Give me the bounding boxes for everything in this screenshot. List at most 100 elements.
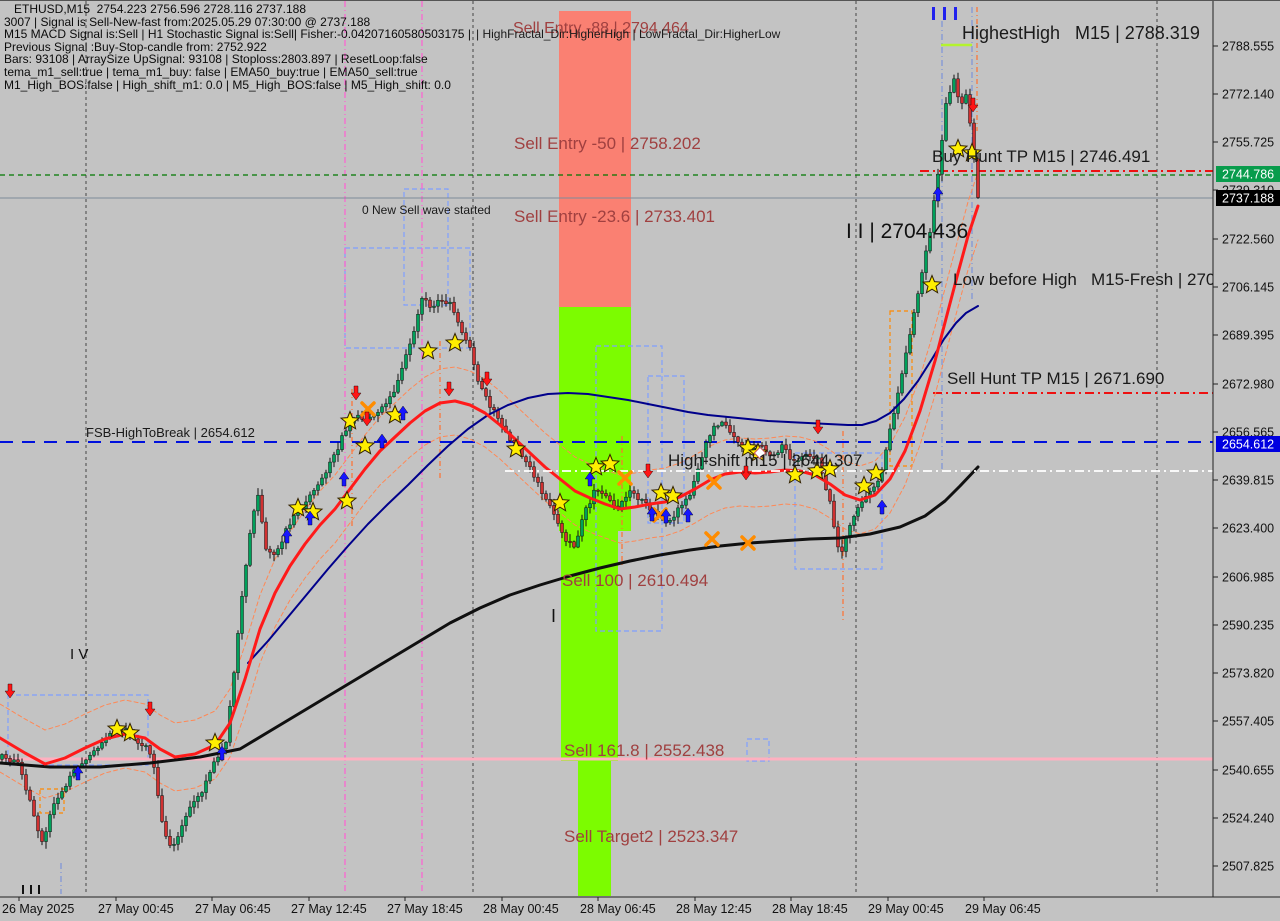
- candle: [644, 499, 648, 503]
- wave-tick-icon: [22, 885, 24, 894]
- price-axis-label[interactable]: 2540.655: [1222, 764, 1274, 778]
- price-axis-label[interactable]: 2524.240: [1222, 812, 1274, 826]
- candle: [56, 797, 60, 804]
- star-icon: [650, 482, 672, 502]
- price-axis-label[interactable]: 2672.980: [1222, 378, 1274, 392]
- time-axis-label[interactable]: 27 May 06:45: [195, 902, 271, 916]
- price-axis-label[interactable]: 2557.405: [1222, 715, 1274, 729]
- star-icon: [106, 718, 128, 738]
- candle: [856, 507, 860, 517]
- up-arrow-icon: [304, 510, 316, 526]
- candle: [212, 761, 216, 773]
- time-axis-label[interactable]: 26 May 2025: [2, 902, 74, 916]
- candle: [416, 314, 420, 332]
- candle: [948, 92, 952, 104]
- candle: [168, 836, 172, 846]
- candle: [724, 421, 728, 426]
- candle: [256, 494, 260, 512]
- candle: [596, 489, 600, 492]
- time-axis-label[interactable]: 27 May 12:45: [291, 902, 367, 916]
- down-arrow-icon: [361, 411, 373, 427]
- candle: [428, 299, 432, 308]
- candle: [840, 546, 844, 552]
- candle: [392, 391, 396, 397]
- candle: [772, 454, 776, 457]
- star-icon: [585, 456, 607, 476]
- star-icon: [336, 490, 358, 510]
- signal-band: [578, 761, 611, 896]
- candle: [872, 486, 876, 492]
- up-arrow-icon: [216, 745, 228, 761]
- candle: [488, 396, 492, 408]
- candle: [528, 461, 532, 468]
- candle: [556, 514, 560, 524]
- candle: [164, 821, 168, 837]
- candle: [436, 299, 440, 307]
- star-icon: [961, 142, 983, 162]
- range-box: [746, 738, 770, 762]
- candle: [788, 449, 792, 460]
- price-axis-label[interactable]: 2706.145: [1222, 281, 1274, 295]
- down-arrow-icon: [967, 97, 979, 113]
- signal-band: [559, 11, 631, 307]
- up-arrow-icon: [932, 186, 944, 202]
- time-axis-label[interactable]: 28 May 12:45: [676, 902, 752, 916]
- star-icon: [865, 462, 887, 482]
- price-badge: [1216, 436, 1280, 452]
- candle: [952, 78, 956, 93]
- price-axis-label[interactable]: 2623.400: [1222, 522, 1274, 536]
- candle: [288, 524, 292, 529]
- star-icon: [921, 274, 943, 294]
- time-axis-label[interactable]: 29 May 00:45: [868, 902, 944, 916]
- price-axis-label[interactable]: 2507.825: [1222, 860, 1274, 874]
- star-icon: [119, 722, 141, 742]
- time-axis-label[interactable]: 28 May 06:45: [580, 902, 656, 916]
- ma-slow-blue: [247, 305, 979, 664]
- time-axis-label[interactable]: 28 May 00:45: [483, 902, 559, 916]
- candle: [916, 293, 920, 313]
- candle: [64, 786, 68, 792]
- candle: [524, 456, 528, 463]
- star-icon: [819, 458, 841, 478]
- time-axis-label[interactable]: 28 May 18:45: [772, 902, 848, 916]
- candle: [928, 232, 932, 252]
- price-axis-label[interactable]: 2722.560: [1222, 233, 1274, 247]
- candle: [600, 490, 604, 494]
- candle: [184, 816, 188, 826]
- range-box: [403, 188, 449, 306]
- candle: [340, 435, 344, 450]
- candle: [448, 301, 452, 305]
- price-axis-label[interactable]: 2606.985: [1222, 571, 1274, 585]
- candle: [976, 158, 980, 198]
- candle: [816, 457, 820, 460]
- star-icon: [339, 410, 361, 430]
- candle: [188, 806, 192, 817]
- up-arrow-icon: [584, 471, 596, 487]
- candle: [248, 533, 252, 566]
- price-axis-label[interactable]: 2639.815: [1222, 474, 1274, 488]
- price-axis-label[interactable]: 2788.555: [1222, 40, 1274, 54]
- time-axis-label[interactable]: 29 May 06:45: [965, 902, 1041, 916]
- candle: [780, 444, 784, 454]
- price-axis-label[interactable]: 2755.725: [1222, 136, 1274, 150]
- time-axis-label[interactable]: 27 May 18:45: [387, 902, 463, 916]
- down-arrow-icon: [350, 385, 362, 401]
- price-axis-label[interactable]: 2689.395: [1222, 329, 1274, 343]
- price-axis-label[interactable]: 2590.235: [1222, 619, 1274, 633]
- candle: [572, 541, 576, 548]
- down-arrow-icon: [642, 463, 654, 479]
- candle: [52, 803, 56, 815]
- star-icon: [354, 435, 376, 455]
- candle: [208, 772, 212, 782]
- candle: [912, 312, 916, 335]
- x-mark-icon: [740, 535, 756, 551]
- star-icon: [784, 464, 806, 484]
- time-axis-label[interactable]: 27 May 00:45: [98, 902, 174, 916]
- price-axis-label[interactable]: 2772.140: [1222, 88, 1274, 102]
- price-badge-label: 2654.612: [1222, 438, 1274, 452]
- price-axis-label[interactable]: 2573.820: [1222, 667, 1274, 681]
- candle: [312, 490, 316, 496]
- up-arrow-icon: [376, 433, 388, 449]
